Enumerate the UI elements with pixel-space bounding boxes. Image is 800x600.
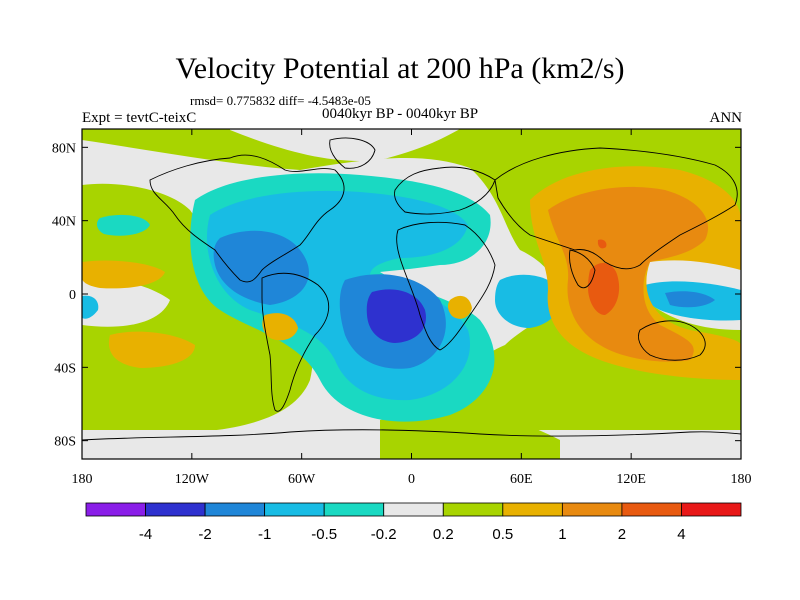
y-tick-label: 80N <box>52 141 76 156</box>
negative-region-date-line <box>82 295 99 319</box>
y-tick-label: 80S <box>54 435 76 450</box>
positive-region-south-pacific <box>108 331 195 368</box>
experiment-label: Expt = tevtC-teixC <box>82 110 197 126</box>
colorbar-label: 2 <box>618 526 626 543</box>
coastline-asia <box>494 147 738 270</box>
negative-region-south-atlantic-core <box>366 289 426 343</box>
coastline-antarctica <box>82 429 741 441</box>
colorbar-label: 0.2 <box>433 526 454 543</box>
positive-region-southeast-pacific <box>262 313 298 341</box>
negative-region-north-pacific <box>96 214 150 236</box>
stats-label: rmsd= 0.775832 diff= -4.5483e-05 <box>190 93 371 108</box>
colorbar-label: 4 <box>677 526 685 543</box>
colorbar-swatch <box>204 502 266 517</box>
x-tick-label: 180 <box>72 472 93 487</box>
positive-region-south-atlantic <box>380 411 560 459</box>
coastline-africa <box>396 221 496 351</box>
period-label: 0040kyr BP - 0040kyr BP <box>321 106 479 122</box>
colorbar-label: -2 <box>198 526 211 543</box>
coastline-europe <box>394 166 496 215</box>
colorbar-swatch <box>85 502 146 517</box>
y-tick-label: 40S <box>54 361 76 376</box>
colorbar-swatch <box>145 502 206 517</box>
colorbar: -4 -2 -1 -0.5 -0.2 0.2 0.5 1 2 4 <box>85 502 742 543</box>
y-tick-label: 40N <box>52 215 76 230</box>
colorbar-swatch <box>264 502 325 517</box>
coastline-north-america <box>149 154 345 283</box>
season-label: ANN <box>709 110 743 126</box>
coastline-india <box>569 249 596 289</box>
x-tick-label: 0 <box>408 472 415 487</box>
colorbar-swatch <box>383 502 444 517</box>
neutral-region-east-pacific <box>82 278 170 327</box>
x-tick-label: 120E <box>616 472 646 487</box>
negative-region-indian-ocean <box>495 274 561 328</box>
colorbar-swatch <box>561 502 623 517</box>
colorbar-label: 1 <box>558 526 566 543</box>
coastline-greenland <box>329 137 376 169</box>
negative-region-west-pacific-core <box>665 291 715 308</box>
x-axis: 180 120W 60W 0 60E 120E 180 <box>72 129 752 487</box>
x-tick-label: 60E <box>510 472 533 487</box>
colorbar-label: -0.5 <box>311 526 337 543</box>
colorbar-label: -1 <box>258 526 271 543</box>
coastline-south-america <box>261 272 330 412</box>
y-tick-label: 0 <box>69 288 76 303</box>
colorbar-swatch <box>323 502 385 517</box>
negative-region-caribbean <box>213 230 309 305</box>
x-tick-label: 180 <box>731 472 752 487</box>
map-title: Velocity Potential at 200 hPa (km2/s) <box>175 52 625 85</box>
positive-region-maritime-continent <box>588 263 620 315</box>
colorbar-swatch <box>681 502 742 517</box>
coastline-australia <box>638 320 706 361</box>
colorbar-swatch <box>442 502 504 517</box>
colorbar-swatch <box>502 502 563 517</box>
colorbar-label: -0.2 <box>371 526 397 543</box>
positive-region-india <box>597 239 607 249</box>
contour-field <box>82 129 741 459</box>
y-axis: 80N 40N 0 40S 80S <box>52 141 741 450</box>
x-tick-label: 120W <box>175 472 210 487</box>
coastlines <box>82 137 741 441</box>
positive-region-asia-mid <box>548 186 709 362</box>
colorbar-label: 0.5 <box>492 526 513 543</box>
colorbar-label: -4 <box>139 526 152 543</box>
positive-region-africa <box>447 295 472 319</box>
positive-region-north-pacific-tropical <box>82 260 165 289</box>
colorbar-swatch <box>621 502 682 517</box>
neutral-region-arctic <box>230 129 460 161</box>
x-tick-label: 60W <box>288 472 316 487</box>
